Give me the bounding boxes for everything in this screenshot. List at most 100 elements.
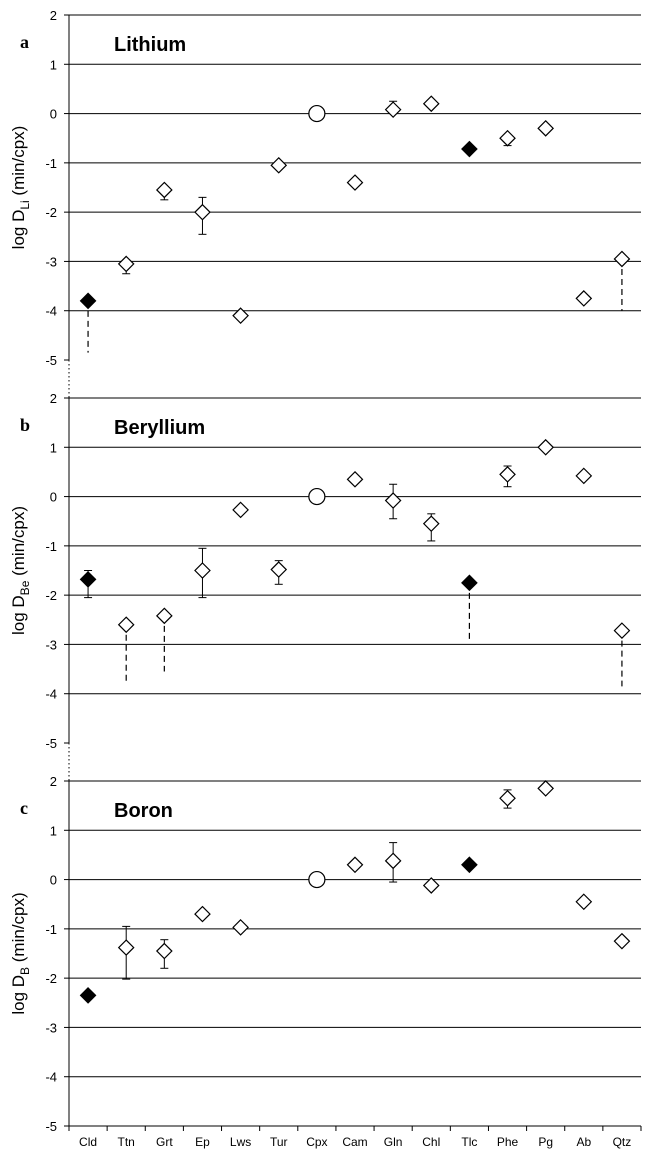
point-chl [422, 515, 440, 533]
point-ttn [117, 255, 135, 273]
y-axis-label-main: log D [9, 210, 28, 250]
x-tick-label: Ep [195, 1135, 210, 1149]
point-lws [232, 919, 249, 936]
point-cld [79, 571, 97, 588]
y-axis-label-subscript: Li [18, 200, 32, 209]
point-grt [155, 942, 173, 960]
panel-letter: a [20, 32, 29, 52]
point-phe [499, 466, 516, 483]
y-axis-label-unit: (min/cpx) [9, 126, 28, 201]
x-tick-label: Gln [384, 1135, 403, 1149]
y-tick-label: 0 [50, 873, 57, 888]
panel-a: 2 1 0 -1 -2 -3 -4 -5 a Lithium log DLi (min/cpx) [9, 8, 641, 368]
y-axis-label-subscript: B [18, 967, 32, 975]
y-axis-label-subscript: Be [18, 580, 32, 595]
y-tick-label: 1 [50, 57, 57, 72]
y-tick-label: 0 [50, 107, 57, 122]
y-axis-label: log DB (min/cpx) [9, 892, 32, 1014]
point-chl [422, 877, 440, 894]
point-pg [537, 120, 555, 137]
point-tur [270, 561, 288, 578]
point-grt [155, 181, 173, 199]
point-chl [422, 95, 440, 113]
point-tur [270, 156, 288, 174]
y-axis-label-main: log D [9, 595, 28, 635]
point-grt [155, 607, 173, 625]
x-tick-label: Qtz [613, 1135, 632, 1149]
x-tick-label: Cam [342, 1135, 367, 1149]
panel-b: 2 1 0 -1 -2 -3 -4 -5 b Beryllium log DBe (min/cpx) [9, 391, 641, 751]
point-cam [346, 856, 364, 874]
y-tick-label: -5 [45, 1119, 57, 1134]
x-tick-label: Pg [538, 1135, 553, 1149]
point-ab [575, 467, 593, 485]
y-tick-label: 2 [50, 8, 57, 23]
x-tick-label: Ttn [118, 1135, 135, 1149]
point-qtz [613, 932, 631, 950]
x-tick-label: Cld [79, 1135, 97, 1149]
point-cpx [308, 870, 326, 889]
y-tick-label: 0 [50, 490, 57, 505]
y-axis-label: log DBe (min/cpx) [9, 506, 32, 635]
point-qtz [613, 622, 631, 639]
y-axis-label-main: log D [9, 975, 28, 1015]
y-tick-label: -1 [45, 539, 57, 554]
point-cpx [308, 104, 326, 123]
point-tlc [461, 574, 478, 592]
y-tick-label: 2 [50, 391, 57, 406]
point-ttn [117, 616, 135, 634]
x-tick-label: Ab [576, 1135, 591, 1149]
y-tick-label: -3 [45, 637, 57, 652]
y-tick-label: -4 [45, 1070, 57, 1085]
point-ttn [117, 939, 135, 956]
x-tick-label: Phe [497, 1135, 519, 1149]
panel-title: Lithium [114, 34, 186, 56]
x-tick-label: Tlc [461, 1135, 477, 1149]
point-ep [194, 905, 211, 923]
point-cld [79, 987, 97, 1004]
panel-letter: c [20, 798, 28, 818]
y-tick-label: -4 [45, 687, 57, 702]
panel-title: Boron [114, 800, 173, 822]
point-gln [384, 852, 402, 870]
y-tick-label: 1 [50, 823, 57, 838]
x-tick-label: Grt [156, 1135, 173, 1149]
point-ab [575, 893, 593, 911]
y-axis-label: log DLi (min/cpx) [9, 126, 32, 250]
point-ep [194, 203, 211, 221]
x-tick-label: Lws [230, 1135, 251, 1149]
point-cpx [308, 487, 326, 506]
y-tick-label: -1 [45, 156, 57, 171]
point-gln [384, 492, 402, 509]
point-cam [346, 174, 364, 191]
point-pg [537, 438, 555, 456]
point-gln [384, 101, 402, 118]
y-tick-label: -4 [45, 304, 57, 319]
point-phe [499, 129, 516, 147]
panel-letter: b [20, 415, 30, 435]
point-phe [499, 789, 516, 807]
x-tick-label: Cpx [306, 1135, 327, 1149]
y-tick-label: 2 [50, 774, 57, 789]
point-pg [537, 780, 555, 797]
y-tick-label: -2 [45, 205, 57, 220]
point-ep [194, 562, 211, 579]
point-lws [232, 307, 249, 324]
y-tick-label: -3 [45, 1020, 57, 1035]
y-tick-label: -5 [45, 353, 57, 368]
x-tick-label: Tur [270, 1135, 288, 1149]
point-tlc [461, 856, 478, 874]
y-tick-label: -2 [45, 971, 57, 986]
x-tick-label: Chl [422, 1135, 440, 1149]
y-tick-label: -5 [45, 736, 57, 751]
y-tick-label: -1 [45, 922, 57, 937]
point-cam [346, 470, 364, 488]
y-axis-label-unit: (min/cpx) [9, 506, 28, 581]
panel-c: 2 1 0 -1 -2 -3 -4 -5 c Boron log DB (min/cpx) [9, 774, 642, 1134]
panel-title: Beryllium [114, 417, 205, 439]
y-axis-label-unit: (min/cpx) [9, 892, 28, 967]
y-tick-label: -2 [45, 588, 57, 603]
y-tick-label: 1 [50, 440, 57, 455]
point-tlc [461, 140, 478, 158]
